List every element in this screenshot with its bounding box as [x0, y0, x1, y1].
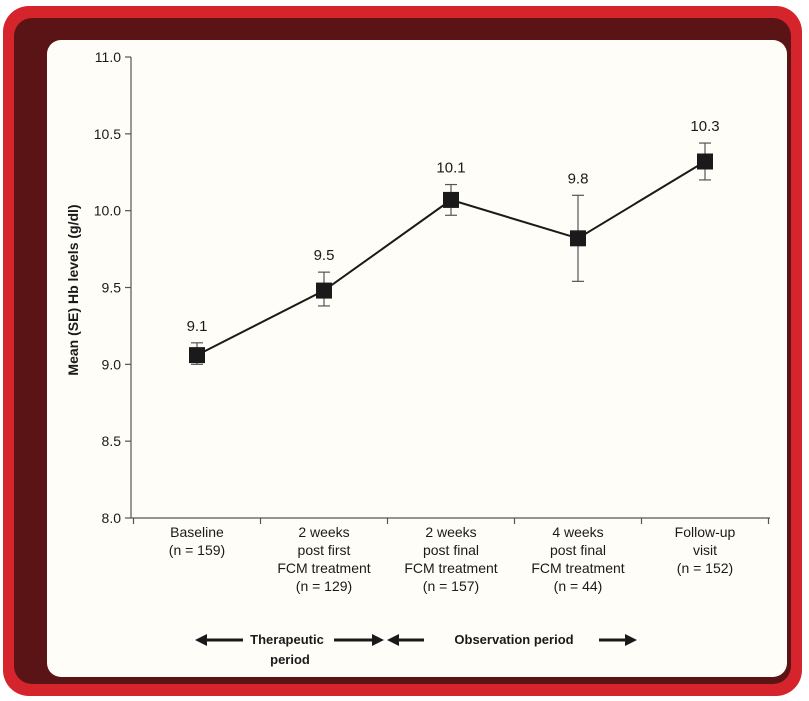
- observation-left-arrow-head: [387, 634, 399, 646]
- observation-right-arrow-head: [625, 634, 637, 646]
- data-label: 9.1: [187, 318, 208, 335]
- y-tick-label: 8.5: [102, 433, 122, 449]
- data-point: [697, 153, 713, 170]
- y-tick-label: 8.0: [102, 510, 122, 526]
- y-tick-label: 9.0: [102, 356, 122, 372]
- data-point: [189, 347, 205, 364]
- data-point: [570, 230, 586, 247]
- therapeutic-period-label-1: Therapeutic: [250, 632, 324, 647]
- data-point: [316, 282, 332, 299]
- x-tick-label: 2 weeks post final FCM treatment (n = 157): [404, 524, 497, 594]
- data-label: 9.8: [568, 170, 589, 187]
- therapeutic-period-label-2: period: [270, 652, 310, 667]
- y-tick-label: 9.5: [102, 280, 122, 296]
- data-label: 10.1: [436, 160, 465, 177]
- y-tick-label: 11.0: [95, 49, 121, 65]
- data-label: 9.5: [314, 247, 335, 264]
- chart-panel: [47, 40, 787, 677]
- y-tick-label: 10.5: [94, 126, 121, 142]
- x-tick-label: Baseline (n = 159): [169, 524, 225, 558]
- data-point: [443, 191, 459, 208]
- therapeutic-left-arrow-head: [195, 634, 207, 646]
- observation-period-label: Observation period: [454, 632, 573, 647]
- x-tick-label: 4 weeks post final FCM treatment (n = 44): [531, 524, 624, 594]
- x-tick-label: 2 weeks post first FCM treatment (n = 129): [277, 524, 370, 594]
- therapeutic-right-arrow-head: [372, 634, 384, 646]
- y-tick-label: 10.0: [94, 203, 121, 219]
- y-axis-label: Mean (SE) Hb levels (g/dl): [65, 204, 81, 375]
- x-tick-label: Follow-up visit (n = 152): [675, 524, 736, 576]
- data-label: 10.3: [690, 118, 719, 135]
